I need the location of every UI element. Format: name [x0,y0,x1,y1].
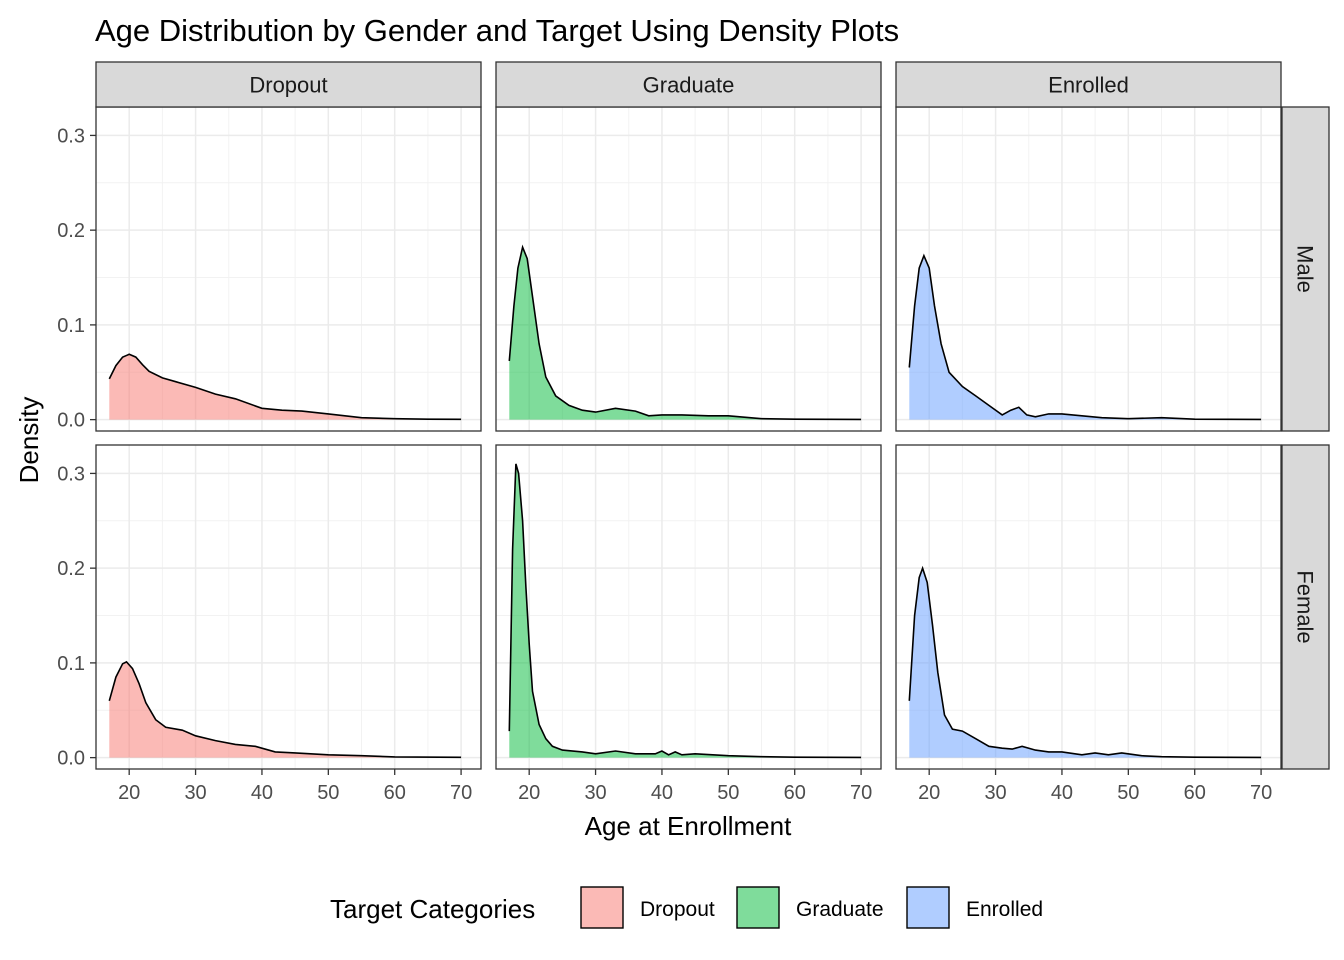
panel-background [496,107,881,431]
x-tick-label: 40 [251,782,273,804]
panel-border [895,444,1282,770]
panel-female-enrolled [895,444,1282,770]
x-tick-label: 50 [317,782,339,804]
y-tick-label: 0.0 [57,748,85,770]
x-tick-label: 40 [651,782,673,804]
density-line-graduate [508,463,862,759]
strip-label: Dropout [249,73,327,98]
x-tick-label: 20 [118,782,140,804]
y-axis-title: Density [14,397,44,484]
density-area-enrolled [909,255,1262,420]
strip-background [95,61,482,108]
y-tick-label: 0.1 [57,653,85,675]
x-tick-label: 70 [450,782,472,804]
density-area-dropout [109,661,462,758]
strip-graduate: Graduate [495,61,882,108]
x-tick-label: 50 [1117,782,1139,804]
legend-label: Dropout [640,898,715,921]
panel-border [95,444,482,770]
panel-female-dropout [95,444,482,770]
x-tick-label: 60 [384,782,406,804]
y-tick-label: 0.3 [57,463,85,485]
density-area-graduate [509,247,862,420]
panel-female-graduate [495,444,882,770]
strip-background [1281,444,1330,770]
x-tick-label: 50 [717,782,739,804]
x-axis-title: Age at Enrollment [585,811,792,841]
density-line-enrolled [908,253,1262,421]
strip-label: Graduate [643,73,735,98]
density-line-graduate [508,244,862,421]
axes: 0.0 0.1 0.2 0.3 0.0 0.1 0.2 0.3 20 30 40 50 60 70 20 30… [57,125,1272,804]
facet-strips: Dropout Graduate Enrolled Male Female [95,61,1330,770]
chart-title: Age Distribution by Gender and Target Us… [95,13,899,48]
strip-label: Enrolled [1048,73,1129,98]
strip-dropout: Dropout [95,61,482,108]
density-area-dropout [109,354,462,420]
strip-female: Female [1281,444,1330,770]
legend: Target Categories Dropout Graduate Enrolle… [330,886,1043,929]
density-line-enrolled [908,565,1262,759]
y-tick-label: 0.0 [57,410,85,432]
strip-background [895,61,1282,108]
strip-enrolled: Enrolled [895,61,1282,108]
x-tick-label: 70 [1250,782,1272,804]
legend-label: Enrolled [966,898,1043,921]
panel-background [96,445,481,769]
x-tick-label: 30 [584,782,606,804]
strip-label: Female [1293,570,1318,643]
y-tick-label: 0.1 [57,315,85,337]
y-tick-label: 0.3 [57,125,85,147]
legend-key [906,886,950,929]
legend-item-enrolled: Enrolled [906,886,1043,929]
legend-item-dropout: Dropout [580,886,715,929]
legend-title: Target Categories [330,894,535,924]
facet-panels [95,106,1282,770]
x-tick-label: 20 [918,782,940,804]
y-tick-label: 0.2 [57,558,85,580]
panel-background [896,107,1281,431]
legend-key [736,886,780,929]
panel-male-graduate [495,106,882,432]
density-line-dropout [108,660,462,759]
strip-label: Male [1293,245,1318,293]
panel-male-enrolled [895,106,1282,432]
strip-background [495,61,882,108]
panel-background [496,445,881,769]
legend-label: Graduate [796,898,884,921]
panel-border [495,444,882,770]
density-line-dropout [108,353,462,421]
strip-background [1281,106,1330,432]
y-tick-label: 0.2 [57,220,85,242]
x-tick-label: 30 [184,782,206,804]
panel-male-dropout [95,106,482,432]
x-tick-label: 70 [850,782,872,804]
x-tick-label: 60 [1184,782,1206,804]
x-tick-label: 40 [1051,782,1073,804]
density-area-enrolled [909,568,1262,758]
x-tick-label: 60 [784,782,806,804]
panel-background [896,445,1281,769]
strip-male: Male [1281,106,1330,432]
legend-item-graduate: Graduate [736,886,884,929]
legend-key [580,886,624,929]
x-tick-label: 30 [984,782,1006,804]
x-tick-label: 20 [518,782,540,804]
